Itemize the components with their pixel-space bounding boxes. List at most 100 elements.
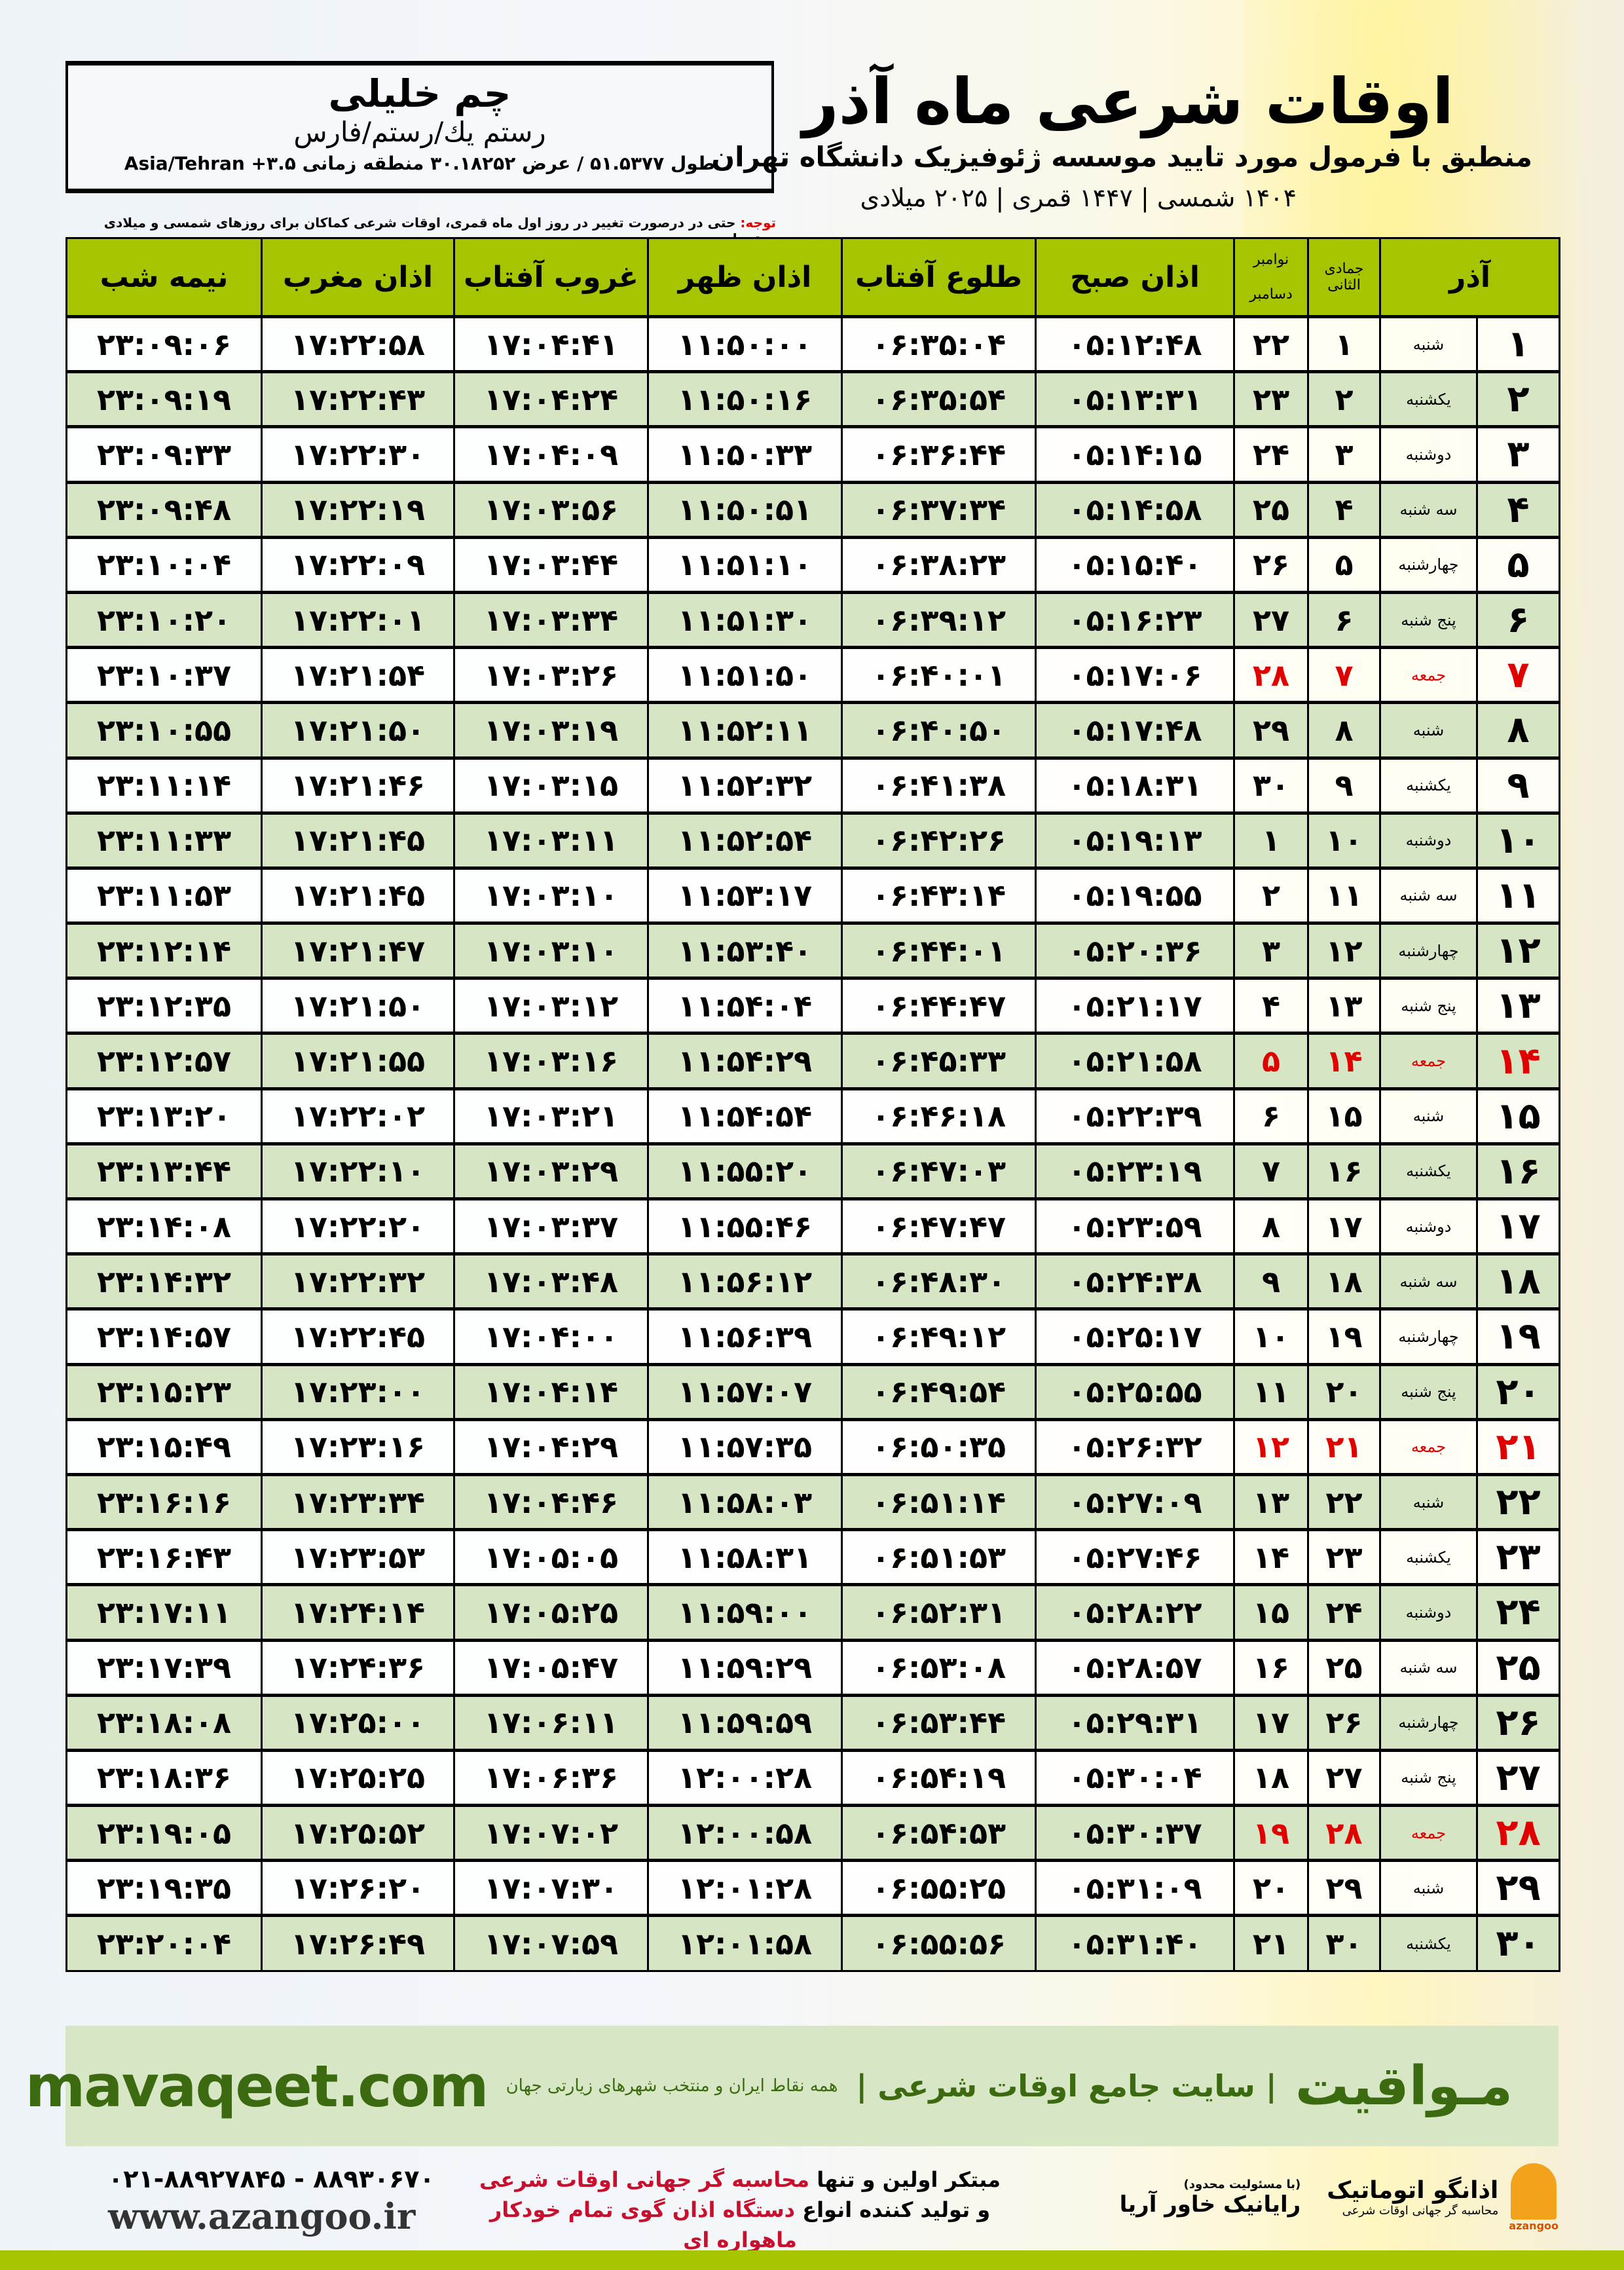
- cell-tolu: ۰۶:۴۰:۰۱: [841, 646, 1037, 704]
- cell-nimeh: ۲۳:۱۹:۰۵: [65, 1804, 263, 1862]
- cell-day: ۹: [1476, 756, 1560, 814]
- cell-gregorian: ۲۶: [1233, 535, 1309, 593]
- mavaqeet-banner: مـواقیت | سایت جامع اوقات شرعی | همه نقا…: [26, 2026, 1559, 2146]
- cell-ghorub: ۱۷:۰۵:۰۵: [453, 1528, 649, 1586]
- cell-zohr: ۱۱:۵۰:۳۳: [647, 425, 843, 483]
- prayer-times-table: آذر جمادی الثانی نوامبر دسامبر اذان صبح ط…: [65, 237, 1560, 1972]
- cell-sobh: ۰۵:۲۸:۲۲: [1035, 1583, 1235, 1641]
- banner-tagline: | سایت جامع اوقات شرعی |: [856, 2068, 1277, 2104]
- cell-sobh: ۰۵:۲۹:۳۱: [1035, 1693, 1235, 1751]
- cell-tolu: ۰۶:۴۹:۵۴: [841, 1362, 1037, 1421]
- cell-gregorian: ۲۰: [1233, 1859, 1309, 1917]
- cell-tolu: ۰۶:۳۷:۳۴: [841, 480, 1037, 538]
- cell-maghreb: ۱۷:۲۶:۲۰: [261, 1859, 455, 1917]
- promo-line2: و تولید کننده انواع: [795, 2197, 991, 2222]
- cell-gregorian: ۲۵: [1233, 480, 1309, 538]
- cell-ghorub: ۱۷:۰۳:۲۱: [453, 1087, 649, 1145]
- cell-gregorian: ۱: [1233, 811, 1309, 869]
- cell-sobh: ۰۵:۳۰:۳۷: [1035, 1804, 1235, 1862]
- table-row: ۱۲ چهارشنبه ۱۲ ۳ ۰۵:۲۰:۳۶ ۰۶:۴۴:۰۱ ۱۱:۵۳:۴۰ ۱۷:…: [65, 921, 1560, 980]
- cell-zohr: ۱۱:۵۹:۲۹: [647, 1638, 843, 1696]
- cell-sobh: ۰۵:۲۵:۱۷: [1035, 1307, 1235, 1366]
- azangoo-logo: azangoo اذانگو اتوماتیک محاسبه گر جهانی …: [1327, 2163, 1559, 2232]
- cell-sobh: ۰۵:۱۴:۱۵: [1035, 425, 1235, 483]
- cell-ghorub: ۱۷:۰۴:۲۴: [453, 370, 649, 428]
- cell-tolu: ۰۶:۳۵:۵۴: [841, 370, 1037, 428]
- cell-qamari: ۱۳: [1307, 977, 1381, 1035]
- cell-qamari: ۹: [1307, 756, 1381, 814]
- cell-nimeh: ۲۳:۱۱:۱۴: [65, 756, 263, 814]
- cell-day: ۱۱: [1476, 866, 1560, 925]
- table-row: ۷ جمعه ۷ ۲۸ ۰۵:۱۷:۰۶ ۰۶:۴۰:۰۱ ۱۱:۵۱:۵۰ ۱۷:۰۳:۲۶…: [65, 646, 1560, 704]
- cell-ghorub: ۱۷:۰۳:۳۷: [453, 1197, 649, 1256]
- cell-zohr: ۱۱:۵۰:۰۰: [647, 314, 843, 373]
- cell-day: ۲۷: [1476, 1748, 1560, 1807]
- cell-zohr: ۱۱:۵۴:۵۴: [647, 1087, 843, 1145]
- cell-nimeh: ۲۳:۰۹:۳۳: [65, 425, 263, 483]
- cell-nimeh: ۲۳:۰۹:۱۹: [65, 370, 263, 428]
- cell-qamari: ۴: [1307, 480, 1381, 538]
- cell-zohr: ۱۱:۵۱:۳۰: [647, 590, 843, 649]
- phone-numbers: ۰۲۱-۸۸۹۲۷۸۴۵ - ۸۸۹۳۰۶۷۰: [108, 2165, 435, 2193]
- cell-maghreb: ۱۷:۲۵:۵۲: [261, 1804, 455, 1862]
- cell-qamari: ۸: [1307, 701, 1381, 759]
- cell-maghreb: ۱۷:۲۱:۴۶: [261, 756, 455, 814]
- cell-sobh: ۰۵:۱۳:۳۱: [1035, 370, 1235, 428]
- cell-sobh: ۰۵:۱۴:۵۸: [1035, 480, 1235, 538]
- footer-logos: azangoo اذانگو اتوماتیک محاسبه گر جهانی …: [1120, 2158, 1559, 2237]
- cell-zohr: ۱۱:۵۶:۳۹: [647, 1307, 843, 1366]
- cell-sobh: ۰۵:۲۳:۱۹: [1035, 1142, 1235, 1200]
- azangoo-link[interactable]: www.azangoo.ir: [108, 2195, 416, 2237]
- cell-zohr: ۱۲:۰۱:۲۸: [647, 1859, 843, 1917]
- cell-ghorub: ۱۷:۰۳:۴۸: [453, 1252, 649, 1311]
- cell-nimeh: ۲۳:۱۳:۴۴: [65, 1142, 263, 1200]
- cell-day: ۲۲: [1476, 1472, 1560, 1531]
- cell-maghreb: ۱۷:۲۱:۴۷: [261, 921, 455, 980]
- cell-tolu: ۰۶:۵۱:۱۴: [841, 1472, 1037, 1531]
- cell-gregorian: ۲۱: [1233, 1914, 1309, 1972]
- cell-tolu: ۰۶:۳۵:۰۴: [841, 314, 1037, 373]
- cell-nimeh: ۲۳:۲۰:۰۴: [65, 1914, 263, 1972]
- cell-sobh: ۰۵:۲۶:۳۲: [1035, 1417, 1235, 1476]
- table-row: ۱۱ سه شنبه ۱۱ ۲ ۰۵:۱۹:۵۵ ۰۶:۴۳:۱۴ ۱۱:۵۳:۱۷ ۱۷:۰…: [65, 866, 1560, 925]
- cell-weekday: سه شنبه: [1379, 1252, 1478, 1311]
- cell-nimeh: ۲۳:۱۶:۴۳: [65, 1528, 263, 1586]
- table-row: ۲۰ پنج شنبه ۲۰ ۱۱ ۰۵:۲۵:۵۵ ۰۶:۴۹:۵۴ ۱۱:۵۷:۰۷ ۱۷…: [65, 1362, 1560, 1421]
- cell-sobh: ۰۵:۳۱:۴۰: [1035, 1914, 1235, 1972]
- cell-weekday: شنبه: [1379, 314, 1478, 373]
- cell-tolu: ۰۶:۵۱:۵۳: [841, 1528, 1037, 1586]
- cell-nimeh: ۲۳:۱۰:۲۰: [65, 590, 263, 649]
- cell-zohr: ۱۱:۵۲:۱۱: [647, 701, 843, 759]
- cell-tolu: ۰۶:۴۵:۳۳: [841, 1032, 1037, 1090]
- cell-day: ۲۴: [1476, 1583, 1560, 1641]
- cell-maghreb: ۱۷:۲۲:۴۳: [261, 370, 455, 428]
- cell-maghreb: ۱۷:۲۲:۳۲: [261, 1252, 455, 1311]
- cell-tolu: ۰۶:۴۴:۴۷: [841, 977, 1037, 1035]
- site-link[interactable]: mavaqeet.com: [25, 2052, 489, 2120]
- cell-qamari: ۷: [1307, 646, 1381, 704]
- cell-day: ۱۲: [1476, 921, 1560, 980]
- mosque-dome-icon: [1511, 2163, 1557, 2220]
- cell-maghreb: ۱۷:۲۱:۵۵: [261, 1032, 455, 1090]
- cell-nimeh: ۲۳:۱۰:۳۷: [65, 646, 263, 704]
- cell-maghreb: ۱۷:۲۱:۵۴: [261, 646, 455, 704]
- table-row: ۲۳ یکشنبه ۲۳ ۱۴ ۰۵:۲۷:۴۶ ۰۶:۵۱:۵۳ ۱۱:۵۸:۳۱ ۱۷:۰…: [65, 1528, 1560, 1586]
- cell-zohr: ۱۱:۵۰:۵۱: [647, 480, 843, 538]
- cell-maghreb: ۱۷:۲۳:۵۳: [261, 1528, 455, 1586]
- cell-nimeh: ۲۳:۰۹:۴۸: [65, 480, 263, 538]
- cell-day: ۱: [1476, 314, 1560, 373]
- cell-gregorian: ۲۳: [1233, 370, 1309, 428]
- region-name: رستم یك/رستم/فارس: [293, 116, 546, 148]
- rayanik-name: رایانیک خاور آریا: [1119, 2191, 1301, 2218]
- cell-tolu: ۰۶:۵۲:۳۱: [841, 1583, 1037, 1641]
- cell-qamari: ۱۲: [1307, 921, 1381, 980]
- col-sobh: اذان صبح: [1035, 237, 1235, 318]
- cell-gregorian: ۱۸: [1233, 1748, 1309, 1807]
- cell-weekday: شنبه: [1379, 1472, 1478, 1531]
- rayanik-small: (با مسئولیت محدود): [1183, 2177, 1301, 2191]
- cell-maghreb: ۱۷:۲۳:۰۰: [261, 1362, 455, 1421]
- cell-tolu: ۰۶:۳۸:۲۳: [841, 535, 1037, 593]
- cell-gregorian: ۱۶: [1233, 1638, 1309, 1696]
- cell-zohr: ۱۱:۵۵:۴۶: [647, 1197, 843, 1256]
- table-row: ۱۵ شنبه ۱۵ ۶ ۰۵:۲۲:۳۹ ۰۶:۴۶:۱۸ ۱۱:۵۴:۵۴ ۱۷:۰۳:۲…: [65, 1087, 1560, 1145]
